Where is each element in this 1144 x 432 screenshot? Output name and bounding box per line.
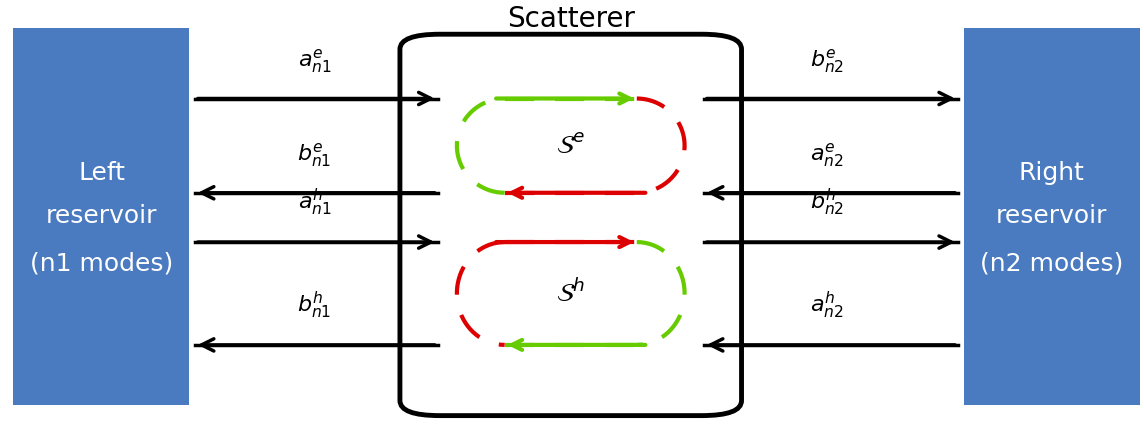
Text: Left: Left — [78, 162, 125, 185]
Text: $b_{n1}^{e}$: $b_{n1}^{e}$ — [297, 141, 332, 169]
FancyBboxPatch shape — [400, 34, 741, 416]
Text: $a_{n2}^{h}$: $a_{n2}^{h}$ — [810, 290, 844, 321]
Text: reservoir: reservoir — [995, 204, 1107, 229]
Text: $b_{n2}^{e}$: $b_{n2}^{e}$ — [810, 47, 844, 75]
FancyBboxPatch shape — [963, 28, 1141, 405]
Text: Right: Right — [1018, 162, 1085, 185]
Text: $a_{n1}^{h}$: $a_{n1}^{h}$ — [297, 187, 332, 219]
Text: $b_{n2}^{h}$: $b_{n2}^{h}$ — [810, 187, 844, 219]
FancyBboxPatch shape — [13, 28, 189, 405]
Text: (n1 modes): (n1 modes) — [30, 251, 173, 276]
Text: (n2 modes): (n2 modes) — [979, 251, 1123, 276]
Text: $a_{n2}^{e}$: $a_{n2}^{e}$ — [810, 141, 844, 169]
Text: $\mathcal{S}^e$: $\mathcal{S}^e$ — [556, 133, 586, 159]
Text: Scatterer: Scatterer — [507, 5, 635, 33]
Text: reservoir: reservoir — [46, 204, 158, 229]
Text: $a_{n1}^{e}$: $a_{n1}^{e}$ — [297, 47, 332, 75]
Text: $b_{n1}^{h}$: $b_{n1}^{h}$ — [297, 290, 332, 321]
Text: $\mathcal{S}^h$: $\mathcal{S}^h$ — [556, 279, 586, 308]
